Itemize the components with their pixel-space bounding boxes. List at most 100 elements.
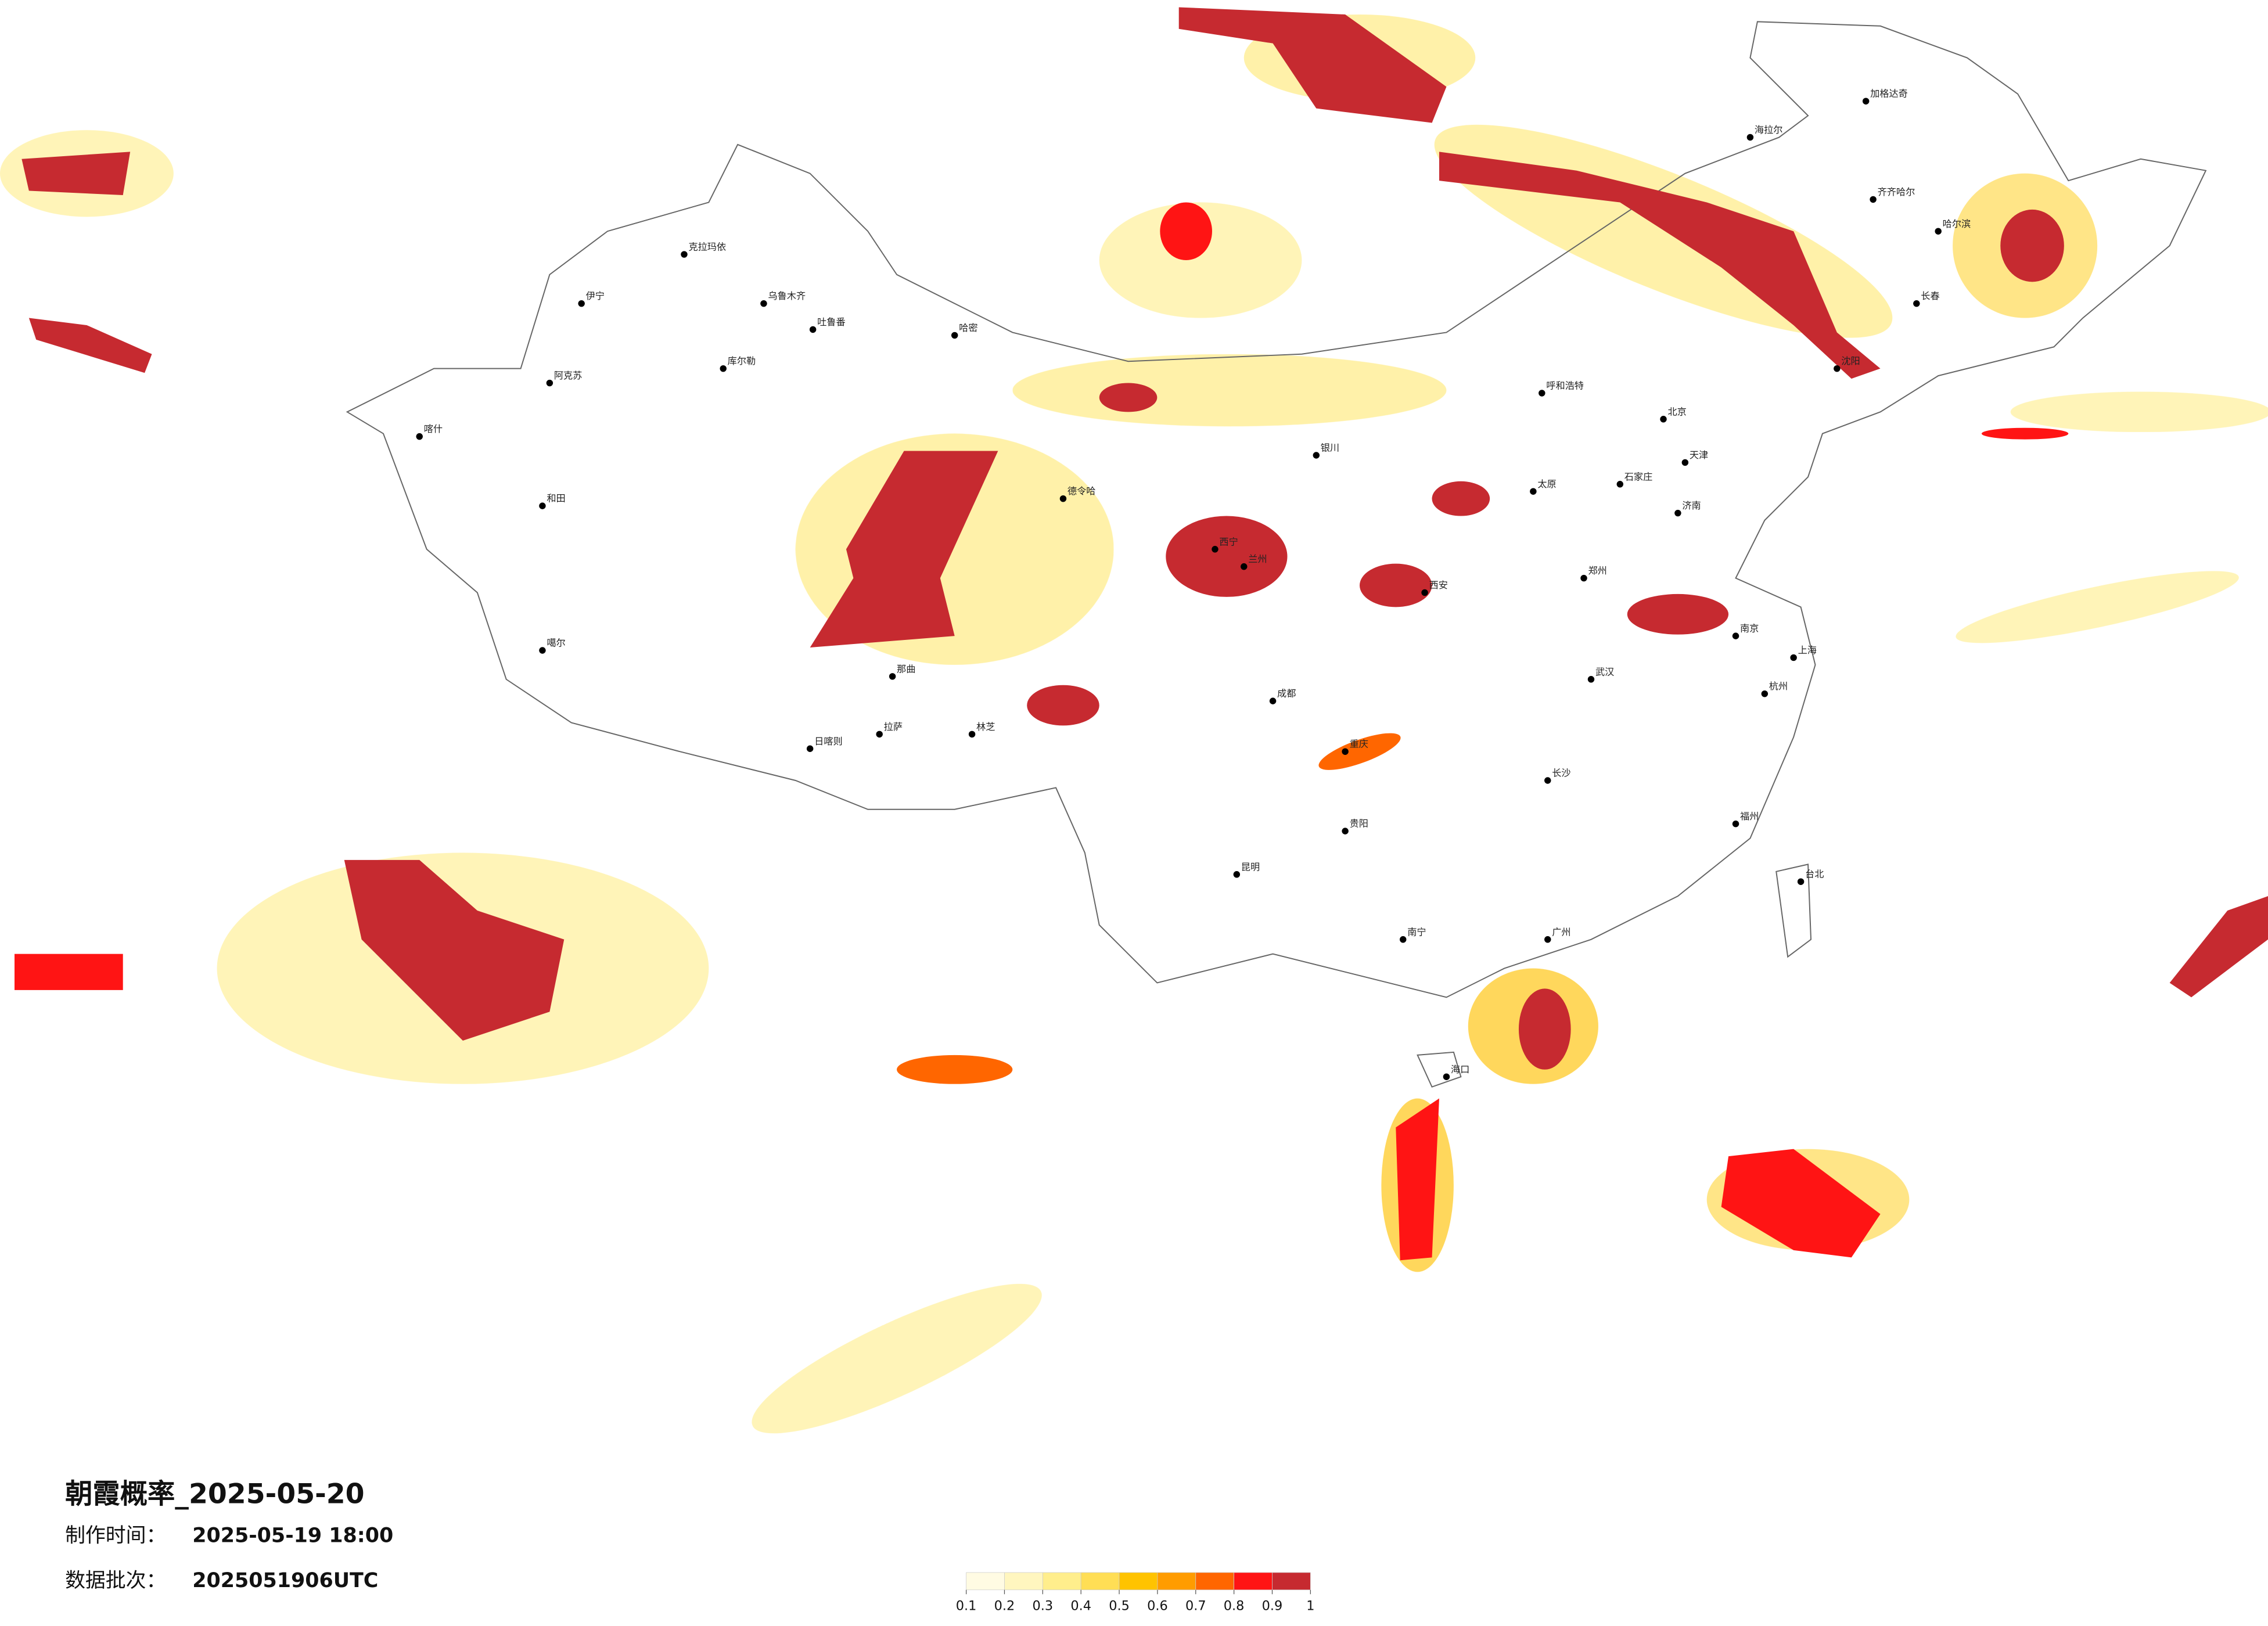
- area-high: [810, 451, 998, 648]
- city-label: 郑州: [1588, 565, 1606, 576]
- area-high: [1432, 481, 1490, 516]
- city-dot: [1342, 748, 1349, 755]
- city-label: 长春: [1921, 290, 1939, 301]
- city-label: 上海: [1798, 645, 1817, 656]
- city-label: 贵阳: [1350, 818, 1368, 829]
- city-dot: [876, 731, 883, 738]
- colorbar-swatch: [966, 1572, 1005, 1591]
- area-high: [1160, 202, 1212, 260]
- city-dot: [1587, 676, 1595, 683]
- city-label: 太原: [1537, 479, 1556, 490]
- colorbar-swatch: [1157, 1572, 1196, 1591]
- city-label: 库尔勒: [728, 355, 756, 366]
- city-label: 重庆: [1350, 739, 1368, 750]
- city-label: 台北: [1805, 869, 1824, 880]
- city-label: 杭州: [1769, 681, 1788, 692]
- area-high: [344, 859, 565, 1041]
- city-dot: [1241, 563, 1248, 570]
- area-low: [752, 1283, 1042, 1434]
- city-dot: [1313, 452, 1320, 459]
- colorbar-swatch: [1042, 1572, 1081, 1591]
- colorbar-swatch: [1119, 1572, 1158, 1591]
- city-label: 西宁: [1219, 536, 1238, 547]
- city-dot: [968, 731, 976, 738]
- island-border: [1417, 864, 1812, 1088]
- city-dot: [1746, 134, 1754, 141]
- city-dot: [1212, 546, 1219, 553]
- area-high: [1166, 516, 1288, 597]
- city-dot: [1539, 390, 1545, 397]
- area-high: [1721, 1149, 1881, 1258]
- city-label: 海拉尔: [1755, 124, 1783, 135]
- colorbar-tick-label: 0.7: [1185, 1599, 1206, 1614]
- area-high: [1178, 7, 1447, 123]
- area-high: [2000, 209, 2064, 282]
- city-dot: [578, 300, 585, 307]
- colorbar-tick-label: 0.8: [1224, 1599, 1245, 1614]
- area-high: [1518, 988, 1571, 1070]
- area-low: [1956, 571, 2239, 643]
- area-high: [1318, 733, 1401, 770]
- city-dot: [806, 745, 814, 752]
- city-label: 那曲: [897, 663, 915, 674]
- area-high: [1027, 685, 1099, 726]
- map-title: 朝霞概率_2025-05-20: [65, 1478, 365, 1510]
- city-label: 和田: [547, 493, 565, 504]
- city-label: 天津: [1690, 449, 1708, 461]
- area-high: [1360, 563, 1432, 607]
- city-dot: [1870, 196, 1877, 203]
- colorbar-tick-label: 0.1: [956, 1599, 977, 1614]
- area-high: [21, 152, 131, 195]
- city-dot: [416, 433, 423, 440]
- city-label: 乌鲁木齐: [768, 290, 806, 301]
- city-label: 加格达奇: [1870, 88, 1908, 99]
- city-label: 喀什: [424, 423, 443, 434]
- city-dot: [1681, 459, 1689, 466]
- city-label: 西安: [1429, 580, 1448, 591]
- colorbar-tick-label: 0.9: [1262, 1599, 1283, 1614]
- area-high: [2169, 896, 2268, 998]
- city-label: 哈密: [959, 322, 977, 333]
- city-dot: [1616, 481, 1624, 488]
- city-dot: [1059, 495, 1067, 502]
- city-dot: [1233, 871, 1241, 878]
- city-label: 阿克苏: [554, 370, 583, 381]
- city-dot: [889, 673, 896, 680]
- city-dot: [539, 502, 546, 509]
- city-label: 广州: [1552, 926, 1570, 937]
- city-dot: [1530, 488, 1537, 495]
- colorbar-tick-label: 1: [1306, 1599, 1314, 1614]
- city-label: 拉萨: [884, 721, 903, 732]
- area-low: [2010, 391, 2268, 433]
- city-dot: [546, 379, 553, 387]
- city-dot: [681, 251, 688, 258]
- area-high: [28, 318, 152, 373]
- city-dot: [1674, 509, 1681, 517]
- city-label: 哈尔滨: [1943, 218, 1971, 229]
- city-dot: [1269, 697, 1277, 704]
- area-high: [14, 954, 123, 990]
- colorbar-tick-label: 0.6: [1147, 1599, 1168, 1614]
- data-batch-label: 数据批次：: [65, 1569, 166, 1592]
- city-label: 武汉: [1595, 666, 1614, 677]
- city-dot: [1443, 1073, 1450, 1080]
- city-dot: [1761, 690, 1769, 697]
- city-label: 日喀则: [814, 736, 843, 747]
- city-label: 兰州: [1248, 553, 1267, 564]
- colorbar-swatch: [1080, 1572, 1120, 1591]
- city-label: 石家庄: [1624, 471, 1653, 482]
- city-label: 林芝: [976, 721, 995, 732]
- colorbar-tick-label: 0.2: [994, 1599, 1015, 1614]
- colorbar-tick-label: 0.5: [1109, 1599, 1130, 1614]
- city-dot: [1797, 878, 1805, 885]
- city-dot: [1862, 98, 1870, 105]
- city-dot: [760, 300, 767, 307]
- city-dot: [809, 326, 817, 333]
- city-dot: [1399, 936, 1407, 943]
- area-high: [1439, 152, 1881, 379]
- data-batch: 2025051906UTC: [192, 1569, 378, 1592]
- area-high: [1396, 1098, 1439, 1261]
- city-dot: [1544, 936, 1551, 943]
- colorbar: 0.1 0.2 0.3 0.4 0.5 0.6 0.7 0.8 0.9 1: [956, 1572, 1314, 1614]
